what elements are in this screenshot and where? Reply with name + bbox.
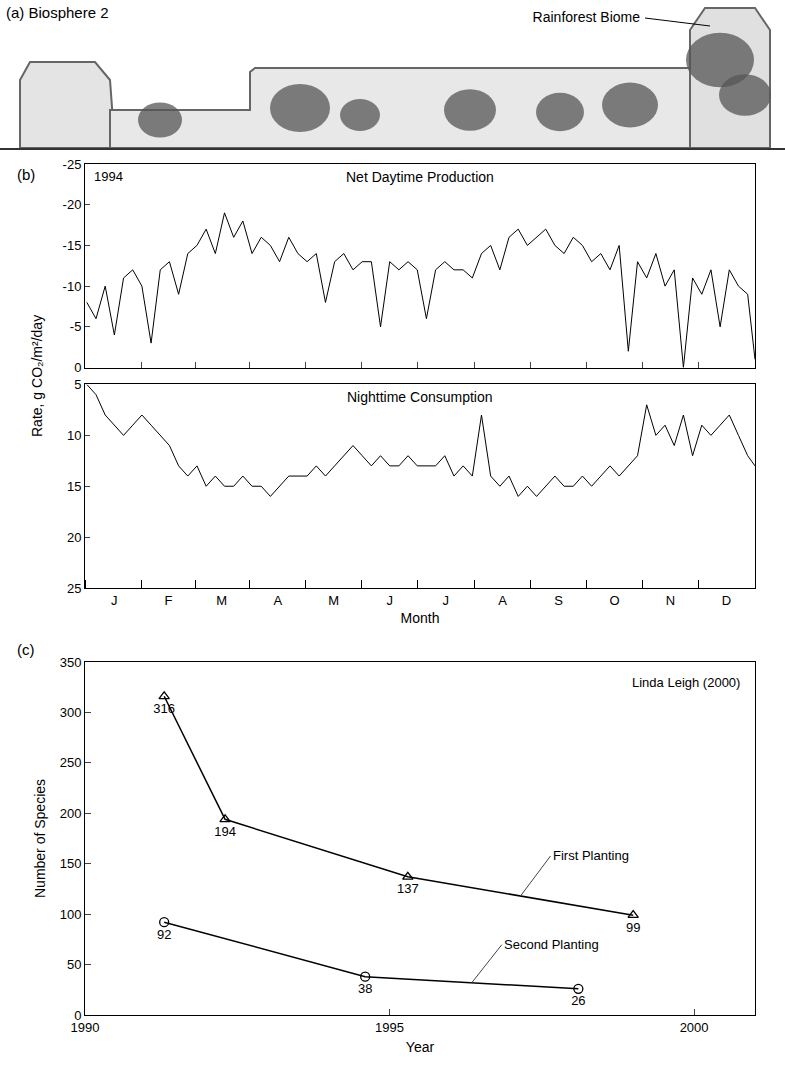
- svg-text:99: 99: [626, 920, 640, 935]
- svg-text:A: A: [273, 593, 282, 608]
- svg-text:5: 5: [74, 377, 81, 392]
- svg-text:Rainforest Biome: Rainforest Biome: [533, 9, 641, 25]
- svg-text:Year: Year: [406, 1039, 435, 1055]
- svg-text:(a) Biosphere 2: (a) Biosphere 2: [6, 4, 109, 21]
- svg-text:D: D: [722, 593, 731, 608]
- svg-text:A: A: [498, 593, 507, 608]
- svg-text:(b): (b): [17, 166, 35, 183]
- svg-text:50: 50: [67, 957, 81, 972]
- svg-text:Linda Leigh (2000): Linda Leigh (2000): [632, 675, 740, 690]
- svg-text:350: 350: [60, 655, 82, 670]
- svg-text:Second Planting: Second Planting: [504, 937, 599, 952]
- svg-text:Number of Species: Number of Species: [32, 779, 48, 898]
- svg-text:137: 137: [397, 881, 419, 896]
- svg-text:M: M: [216, 593, 227, 608]
- svg-text:20: 20: [67, 530, 81, 545]
- svg-text:250: 250: [60, 755, 82, 770]
- svg-text:100: 100: [60, 907, 82, 922]
- svg-text:Month: Month: [401, 610, 440, 626]
- svg-text:J: J: [111, 593, 118, 608]
- svg-text:-15: -15: [63, 238, 82, 253]
- svg-text:-5: -5: [70, 319, 82, 334]
- svg-text:2000: 2000: [680, 1020, 709, 1035]
- svg-text:-10: -10: [63, 279, 82, 294]
- svg-text:J: J: [386, 593, 393, 608]
- svg-text:316: 316: [153, 701, 175, 716]
- svg-text:0: 0: [74, 360, 81, 375]
- svg-text:Nighttime Consumption: Nighttime Consumption: [347, 389, 493, 405]
- svg-text:F: F: [165, 593, 173, 608]
- svg-text:0: 0: [74, 1008, 81, 1023]
- svg-text:38: 38: [358, 981, 372, 996]
- svg-text:300: 300: [60, 705, 82, 720]
- svg-text:S: S: [554, 593, 563, 608]
- svg-text:26: 26: [571, 993, 585, 1008]
- svg-text:150: 150: [60, 856, 82, 871]
- svg-text:194: 194: [214, 824, 236, 839]
- svg-text:25: 25: [67, 581, 81, 596]
- svg-text:1995: 1995: [375, 1020, 404, 1035]
- svg-text:N: N: [666, 593, 675, 608]
- svg-text:J: J: [442, 593, 449, 608]
- svg-text:First Planting: First Planting: [553, 848, 629, 863]
- svg-text:1994: 1994: [94, 169, 123, 184]
- svg-text:92: 92: [157, 927, 171, 942]
- svg-text:10: 10: [67, 428, 81, 443]
- svg-text:O: O: [610, 593, 620, 608]
- svg-text:15: 15: [67, 479, 81, 494]
- svg-text:-25: -25: [63, 157, 82, 172]
- svg-text:-20: -20: [63, 197, 82, 212]
- svg-text:(c): (c): [17, 641, 35, 658]
- svg-text:200: 200: [60, 806, 82, 821]
- svg-text:M: M: [328, 593, 339, 608]
- svg-text:1990: 1990: [71, 1020, 100, 1035]
- svg-text:Rate, g CO₂/m²/day: Rate, g CO₂/m²/day: [29, 315, 45, 437]
- svg-text:Net Daytime Production: Net Daytime Production: [346, 169, 494, 185]
